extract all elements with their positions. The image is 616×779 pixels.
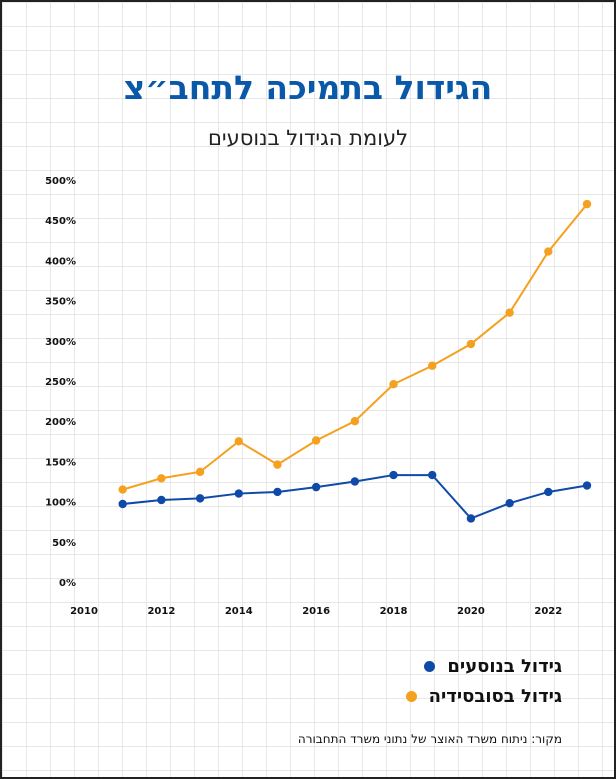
y-tick-label: 500% bbox=[45, 176, 76, 187]
x-tick-label: 2014 bbox=[225, 606, 253, 617]
data-point-passengers bbox=[118, 499, 127, 509]
x-tick-label: 2016 bbox=[302, 606, 330, 617]
series-line-subsidy bbox=[122, 203, 588, 491]
data-point-subsidy bbox=[505, 308, 514, 317]
x-tick-label: 2018 bbox=[380, 606, 408, 617]
data-point-passengers bbox=[195, 494, 205, 503]
data-point-passengers bbox=[505, 499, 514, 508]
data-point-passengers bbox=[428, 470, 437, 480]
data-point-passengers bbox=[311, 482, 321, 492]
y-tick-label: 300% bbox=[45, 337, 76, 348]
data-point-subsidy bbox=[273, 460, 282, 469]
legend-label-passengers: גידול בנוסעים bbox=[447, 656, 562, 677]
y-tick-label: 50% bbox=[52, 538, 76, 549]
data-point-subsidy bbox=[350, 417, 360, 426]
y-tick-label: 0% bbox=[59, 578, 76, 589]
data-point-passengers bbox=[544, 487, 553, 497]
x-tick-label: 2012 bbox=[147, 606, 175, 617]
chart-subtitle: לעומת הגידול בנוסעים bbox=[207, 126, 409, 150]
data-point-subsidy bbox=[544, 247, 553, 256]
data-point-subsidy bbox=[234, 437, 243, 446]
legend-item-subsidy: גידול בסובסידיה bbox=[405, 686, 562, 707]
y-tick-label: 250% bbox=[45, 377, 76, 388]
legend-marker-subsidy bbox=[405, 691, 417, 702]
y-tick-label: 150% bbox=[45, 457, 76, 468]
data-point-passengers bbox=[389, 470, 398, 480]
data-point-passengers bbox=[234, 489, 243, 498]
data-point-subsidy bbox=[118, 485, 127, 494]
data-point-passengers bbox=[582, 481, 592, 490]
data-point-subsidy bbox=[389, 380, 398, 389]
y-tick-label: 450% bbox=[45, 216, 76, 227]
data-point-passengers bbox=[466, 514, 476, 523]
data-point-passengers bbox=[350, 477, 360, 486]
data-point-passengers bbox=[273, 487, 282, 497]
chart-title: הגידול בתמיכה לתחב״צ bbox=[123, 68, 493, 107]
y-tick-label: 400% bbox=[45, 256, 76, 267]
x-tick-label: 2010 bbox=[70, 606, 98, 617]
data-point-subsidy bbox=[311, 436, 321, 445]
data-point-subsidy bbox=[428, 361, 437, 370]
data-point-subsidy bbox=[195, 467, 205, 477]
source-note: מקור: ניתוח משרד האוצר של נתוני משרד התח… bbox=[297, 732, 562, 746]
legend-marker-passengers bbox=[424, 661, 436, 672]
y-tick-label: 350% bbox=[45, 297, 76, 308]
data-point-subsidy bbox=[157, 474, 166, 483]
y-tick-label: 100% bbox=[45, 498, 76, 509]
data-point-passengers bbox=[157, 495, 166, 505]
x-tick-label: 2020 bbox=[457, 606, 485, 617]
data-point-subsidy bbox=[466, 339, 476, 349]
y-tick-label: 200% bbox=[45, 417, 76, 428]
line-chart: 0% 50% 100% 150% 200% 250% 300% 350% 400% 450% 500… bbox=[45, 176, 592, 617]
legend-item-passengers: גידול בנוסעים bbox=[424, 656, 562, 677]
data-point-subsidy bbox=[582, 199, 592, 209]
legend-label-subsidy: גידול בסובסידיה bbox=[428, 686, 562, 707]
x-tick-label: 2022 bbox=[534, 606, 562, 617]
